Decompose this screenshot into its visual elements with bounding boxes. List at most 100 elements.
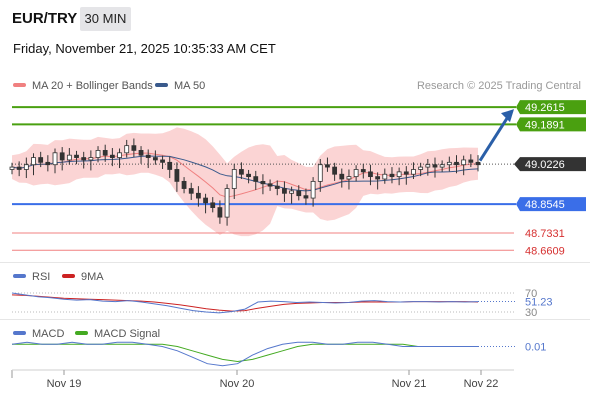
candle xyxy=(152,150,158,165)
candle xyxy=(310,177,316,207)
candle xyxy=(38,151,44,168)
candle xyxy=(59,147,65,171)
candle-body xyxy=(289,190,295,194)
candle-body xyxy=(81,157,87,161)
current-price-label: 49.0226 xyxy=(525,159,565,171)
candle xyxy=(368,164,373,186)
candle-body xyxy=(253,176,259,182)
candle xyxy=(88,150,94,171)
candle xyxy=(131,138,137,158)
candle xyxy=(475,155,481,172)
candle-body xyxy=(446,161,452,166)
candle-body xyxy=(246,173,251,178)
candle xyxy=(102,144,108,162)
candle-body xyxy=(210,202,216,208)
candle xyxy=(339,168,345,188)
resistance-tag xyxy=(516,117,586,132)
timestamp: Friday, November 21, 2025 10:35:33 AM CE… xyxy=(13,41,276,56)
candle xyxy=(160,155,165,169)
candle xyxy=(260,174,266,195)
legend-macd: MACD xyxy=(13,328,64,340)
ma50-line xyxy=(11,155,479,192)
candle xyxy=(411,162,416,179)
candle-body xyxy=(360,169,366,173)
candle-body xyxy=(389,173,395,178)
candle xyxy=(203,193,208,214)
candle xyxy=(95,146,101,163)
instrument-title: EUR/TRY xyxy=(12,10,78,27)
candle xyxy=(167,156,173,179)
legend-rsi-ma-label: 9MA xyxy=(81,271,104,283)
candle-body xyxy=(16,166,22,170)
candle-body xyxy=(375,176,381,180)
candle-body xyxy=(174,169,180,182)
candle-body xyxy=(274,185,280,189)
candle-body xyxy=(461,159,467,166)
candle-body xyxy=(325,164,330,168)
time-tick-label: Nov 22 xyxy=(464,378,499,390)
candle xyxy=(124,139,130,158)
candle-body xyxy=(167,161,173,170)
pivot-label: 48.8545 xyxy=(525,199,565,211)
timeframe-button[interactable]: 30 MIN xyxy=(80,7,131,31)
candle-body xyxy=(260,180,266,185)
legend-macd-label: MACD xyxy=(32,328,65,340)
candle xyxy=(145,149,151,169)
support-label: 48.7331 xyxy=(525,228,565,240)
candle-body xyxy=(74,154,79,158)
candle xyxy=(81,151,87,169)
candle-body xyxy=(425,164,431,168)
candle xyxy=(188,182,194,200)
time-tick-label: Nov 19 xyxy=(47,378,82,390)
candle xyxy=(396,167,402,186)
candle xyxy=(66,148,72,165)
candle xyxy=(360,163,366,179)
forecast-arrowhead xyxy=(501,109,514,123)
candle xyxy=(45,155,51,172)
rsi-swatch xyxy=(13,274,26,279)
candle xyxy=(246,169,251,184)
candle-body xyxy=(432,164,438,168)
panel-divider xyxy=(0,319,590,320)
candle xyxy=(325,157,330,172)
candle-body xyxy=(188,188,194,194)
legend-ma50: MA 50 xyxy=(155,80,205,92)
bollinger-band xyxy=(12,127,478,237)
rsi-ma-swatch xyxy=(62,274,75,279)
candle xyxy=(303,188,309,205)
candle-body xyxy=(88,157,94,161)
candle-body xyxy=(353,169,359,178)
candle-body xyxy=(145,154,151,158)
candle-body xyxy=(31,157,36,166)
resistance-tag xyxy=(516,100,586,115)
candle xyxy=(117,148,122,169)
legend-ma50-label: MA 50 xyxy=(174,80,206,92)
candle-body xyxy=(382,173,388,180)
candle-body xyxy=(403,171,409,175)
candle xyxy=(224,184,230,226)
rsi-tick-70: 70 xyxy=(525,288,537,300)
candle xyxy=(346,169,352,190)
candle-body xyxy=(181,180,187,189)
candle-body xyxy=(203,197,208,204)
candle xyxy=(210,197,216,213)
candle-body xyxy=(152,157,158,161)
candle xyxy=(461,155,467,176)
candle-body xyxy=(102,150,108,156)
candle xyxy=(432,157,438,178)
candle xyxy=(16,161,22,177)
rsi-last-value: 51.23 xyxy=(525,297,553,309)
candle-body xyxy=(45,161,51,166)
candle-body xyxy=(66,154,72,161)
candle xyxy=(317,158,323,192)
legend-ma20-label: MA 20 + Bollinger Bands xyxy=(32,80,153,92)
candle xyxy=(109,148,115,167)
candle-body xyxy=(95,150,101,158)
legend-rsi-label: RSI xyxy=(32,271,51,283)
macd-swatch xyxy=(13,331,26,336)
resistance-label: 49.1891 xyxy=(525,119,565,131)
candle-body xyxy=(52,152,58,166)
time-tick-label: Nov 21 xyxy=(392,378,427,390)
candle-body xyxy=(396,171,402,178)
candle xyxy=(425,158,431,176)
